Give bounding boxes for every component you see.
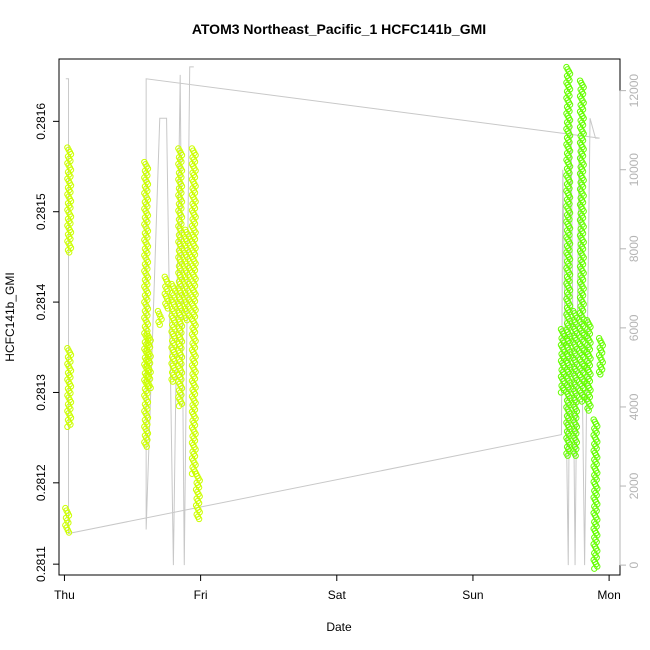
x-tick-label: Mon [597,588,620,602]
y2-tick-label: 10000 [627,153,641,187]
data-point [597,371,604,378]
data-point [585,407,592,414]
data-point [65,529,73,536]
data-point [572,452,579,459]
data-point [188,470,196,477]
y2-tick-label: 2000 [627,472,641,499]
y-tick-label: 0.2814 [34,283,48,320]
data-point [147,384,154,392]
data-point [164,305,171,312]
y-tick-label: 0.2811 [34,546,48,582]
y2-tick-label: 4000 [627,393,641,420]
data-point [564,452,571,459]
y-axis-label: HCFC141b_GMI [3,272,17,361]
x-axis: Thu Fri Sat Sun Mon [54,575,621,602]
y2-tick-label: 6000 [627,314,641,341]
x-tick-label: Sat [328,588,347,602]
data-point [195,515,203,523]
chart-title: ATOM3 Northeast_Pacific_1 HCFC141b_GMI [192,21,486,37]
x-axis-label: Date [326,620,352,634]
x-tick-label: Thu [54,588,75,602]
data-point [64,423,71,430]
data-point [591,565,598,572]
y-tick-label: 0.2815 [34,193,48,230]
data-point [578,398,586,405]
y-tick-label: 0.2812 [34,464,48,501]
y-tick-label: 0.2813 [34,374,48,411]
data-point [156,321,163,328]
y2-tick-label: 8000 [627,235,641,262]
x-tick-label: Fri [194,588,208,602]
x-tick-label: Sun [462,588,483,602]
y2-tick-label: 12000 [627,74,641,108]
data-points [62,63,606,572]
data-point [175,402,183,410]
data-point [143,443,150,450]
y-tick-label: 0.2816 [34,103,48,140]
y-axis-left: 0.2811 0.2812 0.2813 0.2814 0.2815 0.2816 [34,103,59,582]
y2-tick-label: 0 [627,561,641,568]
y-axis-right: 0 2000 4000 6000 8000 10000 12000 [619,74,641,568]
data-point [66,249,73,256]
